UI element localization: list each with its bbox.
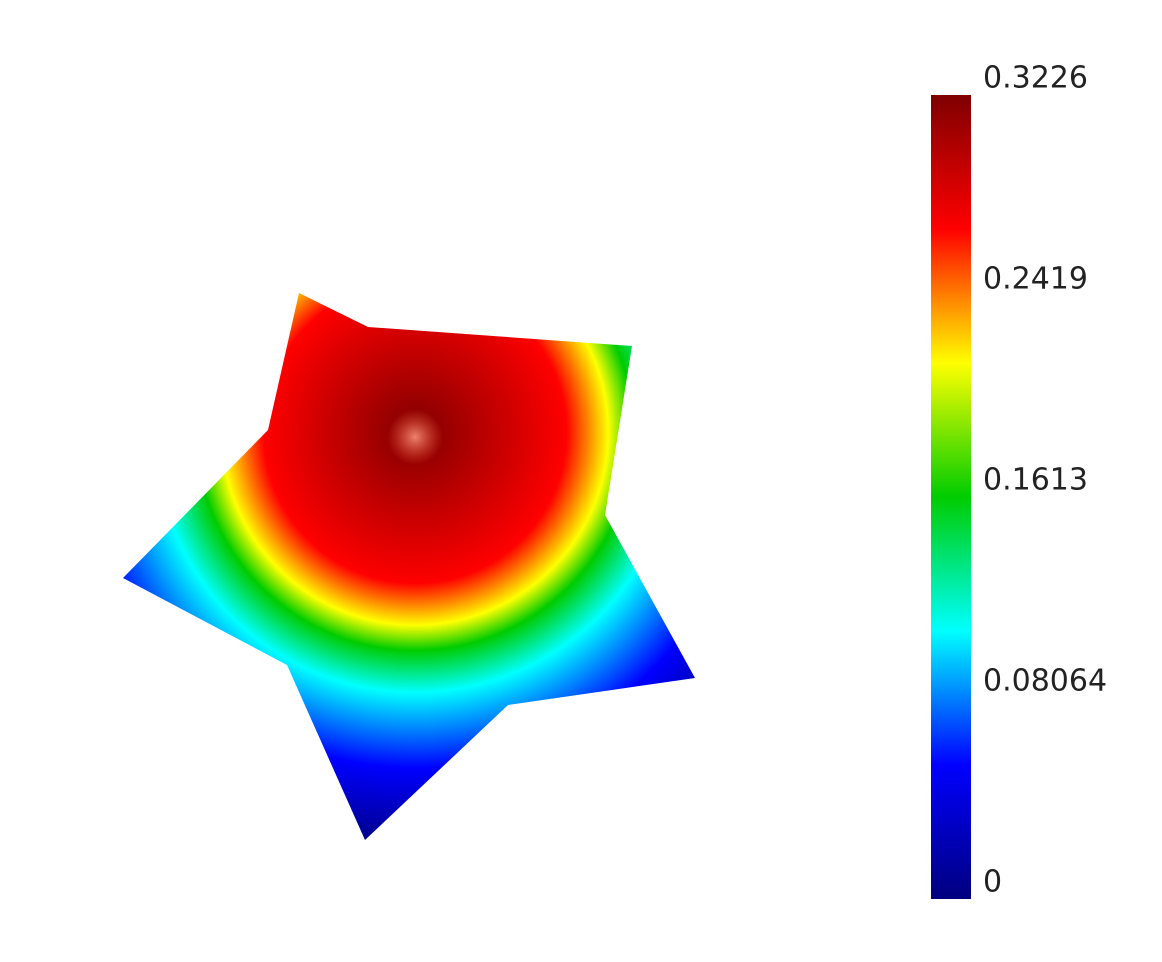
surface xyxy=(123,293,695,840)
colorbar-tick-label: 0.1613 xyxy=(983,463,1088,498)
highlight xyxy=(387,409,443,465)
colorbar-tick-label: 0.08064 xyxy=(983,664,1107,699)
colorbar-tick-label: 0.2419 xyxy=(983,262,1088,297)
colorbar xyxy=(931,95,971,899)
colorbar-tick-label: 0 xyxy=(983,865,1002,900)
colorbar-tick-label: 0.3226 xyxy=(983,61,1088,96)
